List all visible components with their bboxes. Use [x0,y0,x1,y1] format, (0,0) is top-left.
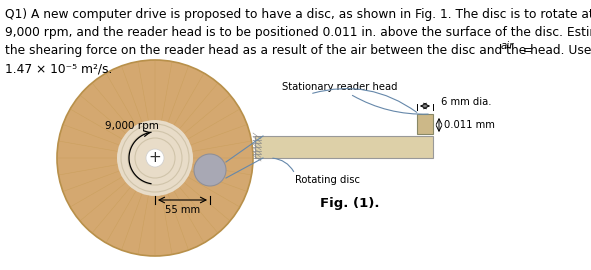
Text: 55 mm: 55 mm [165,205,200,215]
Text: Fig. (1).: Fig. (1). [320,197,380,210]
Text: Stationary reader head: Stationary reader head [282,82,398,92]
Circle shape [117,120,193,196]
Text: 9,000 rpm, and the reader head is to be positioned 0.011 in. above the surface o: 9,000 rpm, and the reader head is to be … [5,26,591,39]
Text: Q1) A new computer drive is proposed to have a disc, as shown in Fig. 1. The dis: Q1) A new computer drive is proposed to … [5,8,591,21]
Text: +: + [148,150,161,166]
Text: 9,000 rpm: 9,000 rpm [105,121,159,131]
Text: 1.47 × 10⁻⁵ m²/s.: 1.47 × 10⁻⁵ m²/s. [5,62,112,75]
Bar [255,136,433,158]
Text: air: air [501,41,514,51]
Text: =: = [519,44,533,57]
Text: 0.011 mm: 0.011 mm [444,120,495,130]
Text: the shearing force on the reader head as a result of the air between the disc an: the shearing force on the reader head as… [5,44,591,57]
Text: 6 mm dia.: 6 mm dia. [441,97,492,107]
Circle shape [194,154,226,186]
Circle shape [146,149,164,167]
Circle shape [57,60,253,256]
Bar [417,114,433,134]
Text: Rotating disc: Rotating disc [295,175,360,185]
